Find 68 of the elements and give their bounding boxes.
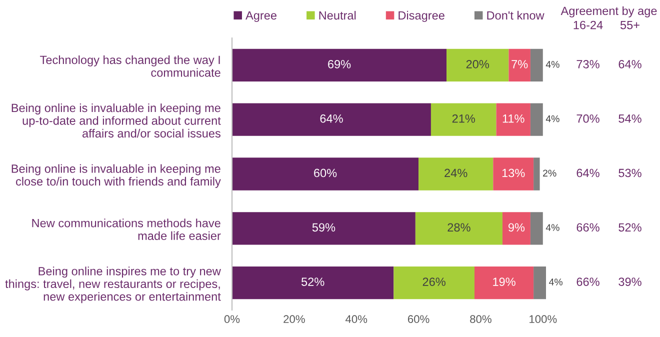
bar <box>418 158 494 190</box>
data-label: 24% <box>444 168 468 178</box>
x-tick-label: 0% <box>224 315 240 324</box>
data-label: 60% <box>314 168 337 178</box>
bar <box>430 103 496 136</box>
legend-label: Disagree <box>398 10 444 22</box>
data-label: 2% <box>543 170 556 177</box>
data-label: 73% <box>576 60 600 68</box>
y-tick-label: Being online is invaluable in keeping me close to/in touch with friends and family <box>12 164 221 188</box>
data-label: 64% <box>320 114 343 123</box>
x-tick-label: 20% <box>284 315 305 324</box>
data-label: 59% <box>312 223 336 232</box>
legend-label: Agree <box>246 11 276 22</box>
x-tick-label: 100% <box>530 315 557 324</box>
legend-label: Neutral <box>319 10 356 20</box>
bar <box>493 158 534 190</box>
data-label: 4% <box>546 115 560 122</box>
data-label: 53% <box>618 168 642 178</box>
data-label: 9% <box>508 223 525 232</box>
bar <box>232 48 447 82</box>
bar <box>530 103 543 136</box>
y-tick-label: Being online is invaluable in keeping me up-to-date and informed about current affairs and/or social issues <box>12 103 221 138</box>
x-tick-label: 16-24 <box>574 20 603 30</box>
bar <box>474 266 534 300</box>
data-label: 66% <box>576 278 600 286</box>
data-label: 4% <box>546 60 560 68</box>
data-label: 26% <box>422 278 446 286</box>
data-label: 70% <box>576 114 600 123</box>
data-label: 52% <box>301 278 324 286</box>
bar <box>508 48 530 82</box>
bar <box>232 266 394 300</box>
data-label: 4% <box>546 224 560 231</box>
bar <box>534 266 546 300</box>
data-label: 52% <box>618 223 642 232</box>
bar <box>232 212 416 245</box>
data-label: 69% <box>328 60 351 68</box>
bar <box>232 158 419 190</box>
data-label: 21% <box>452 114 476 123</box>
data-label: 54% <box>618 114 642 123</box>
data-label: 13% <box>502 168 525 178</box>
data-label: 39% <box>618 278 642 286</box>
bar <box>415 212 502 245</box>
bar <box>530 48 543 82</box>
bar <box>394 266 474 300</box>
data-label: 64% <box>618 60 642 68</box>
bar <box>530 212 543 245</box>
x-tick-label: 55+ <box>620 20 640 30</box>
x-tick-label: 60% <box>408 315 430 324</box>
x-tick-label: 40% <box>345 315 368 324</box>
data-label: 7% <box>512 60 528 68</box>
x-tick-label: 80% <box>470 315 492 324</box>
data-label: 66% <box>576 223 600 232</box>
bar <box>502 212 530 245</box>
chart-title: Agreement by age <box>560 6 657 18</box>
data-label: 20% <box>466 60 489 68</box>
bar <box>232 103 431 136</box>
bar <box>496 103 530 136</box>
data-label: 19% <box>493 278 516 286</box>
bar <box>534 158 540 190</box>
data-label: 64% <box>576 168 600 178</box>
y-tick-label: Being online inspires me to try new things: travel, new restaurants or recipes, new experiences or entertainment <box>5 266 221 304</box>
data-label: 4% <box>549 278 562 286</box>
data-label: 28% <box>448 223 470 232</box>
data-label: 11% <box>502 114 524 123</box>
bar <box>446 48 509 82</box>
y-tick-label: New communications methods have made life easier <box>32 218 221 240</box>
y-tick-label: Technology has changed the way I communicate <box>40 55 220 77</box>
legend-label: Don't know <box>487 10 544 20</box>
